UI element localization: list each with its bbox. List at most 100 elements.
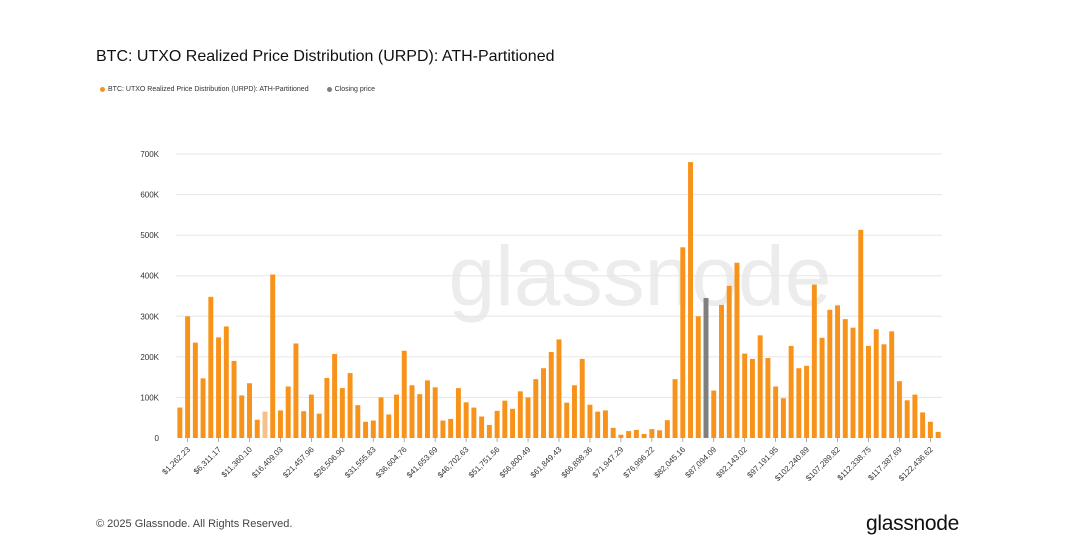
bar[interactable] xyxy=(935,431,941,438)
bar[interactable] xyxy=(479,416,485,439)
bar[interactable] xyxy=(695,316,701,438)
bar[interactable] xyxy=(471,407,477,438)
bar[interactable] xyxy=(595,411,601,438)
bar[interactable] xyxy=(788,345,794,438)
bar[interactable] xyxy=(548,351,554,438)
bar[interactable] xyxy=(858,229,864,438)
bar[interactable] xyxy=(339,388,345,438)
legend-item-urpd[interactable]: BTC: UTXO Realized Price Distribution (U… xyxy=(100,86,309,93)
bar[interactable] xyxy=(378,397,384,438)
bar[interactable] xyxy=(579,358,585,438)
bar[interactable] xyxy=(649,429,655,438)
bar[interactable] xyxy=(641,433,647,438)
bar[interactable] xyxy=(626,431,632,438)
bar[interactable] xyxy=(850,327,856,438)
bar[interactable] xyxy=(896,381,902,438)
bar[interactable] xyxy=(455,388,461,438)
bar[interactable] xyxy=(904,400,910,438)
bar[interactable] xyxy=(239,395,245,438)
bar[interactable] xyxy=(223,326,229,438)
bar[interactable] xyxy=(873,329,879,438)
bar[interactable] xyxy=(587,404,593,438)
bar[interactable] xyxy=(270,274,276,439)
bar[interactable] xyxy=(254,419,260,438)
bar[interactable] xyxy=(726,285,732,438)
bar[interactable] xyxy=(835,305,841,438)
bar[interactable] xyxy=(185,316,191,438)
bar[interactable] xyxy=(920,412,926,438)
bar[interactable] xyxy=(819,337,825,438)
bar[interactable] xyxy=(556,339,562,438)
bar[interactable] xyxy=(208,296,214,438)
bar[interactable] xyxy=(494,410,500,438)
bar[interactable] xyxy=(386,414,392,438)
bar[interactable] xyxy=(827,309,833,438)
bar[interactable] xyxy=(541,368,546,438)
bar[interactable] xyxy=(332,354,338,438)
bar[interactable] xyxy=(866,345,871,438)
bar[interactable] xyxy=(440,420,446,438)
bar[interactable] xyxy=(308,394,314,438)
closing-price-bar[interactable] xyxy=(703,298,709,438)
bar[interactable] xyxy=(293,343,299,438)
bar[interactable] xyxy=(927,421,933,438)
bar[interactable] xyxy=(719,304,724,438)
bar[interactable] xyxy=(177,407,183,438)
bar[interactable] xyxy=(533,379,539,438)
bar[interactable] xyxy=(912,394,918,438)
bar[interactable] xyxy=(804,365,810,438)
bar[interactable] xyxy=(370,420,376,438)
bar[interactable] xyxy=(881,344,887,438)
bar[interactable] xyxy=(316,413,322,438)
bar[interactable] xyxy=(401,350,407,438)
bar[interactable] xyxy=(618,434,624,438)
bar[interactable] xyxy=(192,342,198,438)
glassnode-logo[interactable]: glassnode xyxy=(866,512,960,535)
bar[interactable] xyxy=(486,425,492,438)
bar[interactable] xyxy=(502,400,508,438)
bar[interactable] xyxy=(517,391,523,438)
bar[interactable] xyxy=(510,408,516,438)
bar[interactable] xyxy=(773,386,779,438)
bar[interactable] xyxy=(301,411,307,438)
bar[interactable] xyxy=(463,402,469,438)
bar[interactable] xyxy=(347,373,353,438)
bar[interactable] xyxy=(711,390,717,438)
bar-highlighted[interactable] xyxy=(262,411,268,438)
bar[interactable] xyxy=(200,378,206,438)
bar[interactable] xyxy=(432,387,438,438)
bar[interactable] xyxy=(424,380,430,438)
bar[interactable] xyxy=(757,335,763,438)
bar[interactable] xyxy=(409,385,415,438)
bar[interactable] xyxy=(780,398,786,438)
bar[interactable] xyxy=(889,331,895,438)
bar[interactable] xyxy=(664,420,670,438)
bar[interactable] xyxy=(742,353,748,438)
bar[interactable] xyxy=(324,377,330,438)
bar[interactable] xyxy=(231,360,237,438)
bar[interactable] xyxy=(417,394,423,438)
bar[interactable] xyxy=(448,418,454,438)
bar[interactable] xyxy=(734,262,740,438)
bar[interactable] xyxy=(564,402,570,438)
bar[interactable] xyxy=(765,358,771,438)
bar[interactable] xyxy=(602,410,608,438)
bar[interactable] xyxy=(355,405,361,438)
bar[interactable] xyxy=(680,247,686,438)
bar[interactable] xyxy=(610,427,616,438)
bar[interactable] xyxy=(572,385,577,438)
bar[interactable] xyxy=(216,337,222,438)
bar[interactable] xyxy=(688,162,694,439)
bar[interactable] xyxy=(277,410,283,438)
bar[interactable] xyxy=(842,319,848,438)
bar[interactable] xyxy=(796,368,802,438)
bar[interactable] xyxy=(394,394,399,438)
bar[interactable] xyxy=(749,358,755,438)
bar[interactable] xyxy=(285,386,291,438)
bar[interactable] xyxy=(363,421,369,438)
bar[interactable] xyxy=(811,284,817,438)
bar[interactable] xyxy=(672,379,678,438)
bar[interactable] xyxy=(247,383,252,438)
bar[interactable] xyxy=(525,397,531,438)
bar[interactable] xyxy=(633,429,639,438)
